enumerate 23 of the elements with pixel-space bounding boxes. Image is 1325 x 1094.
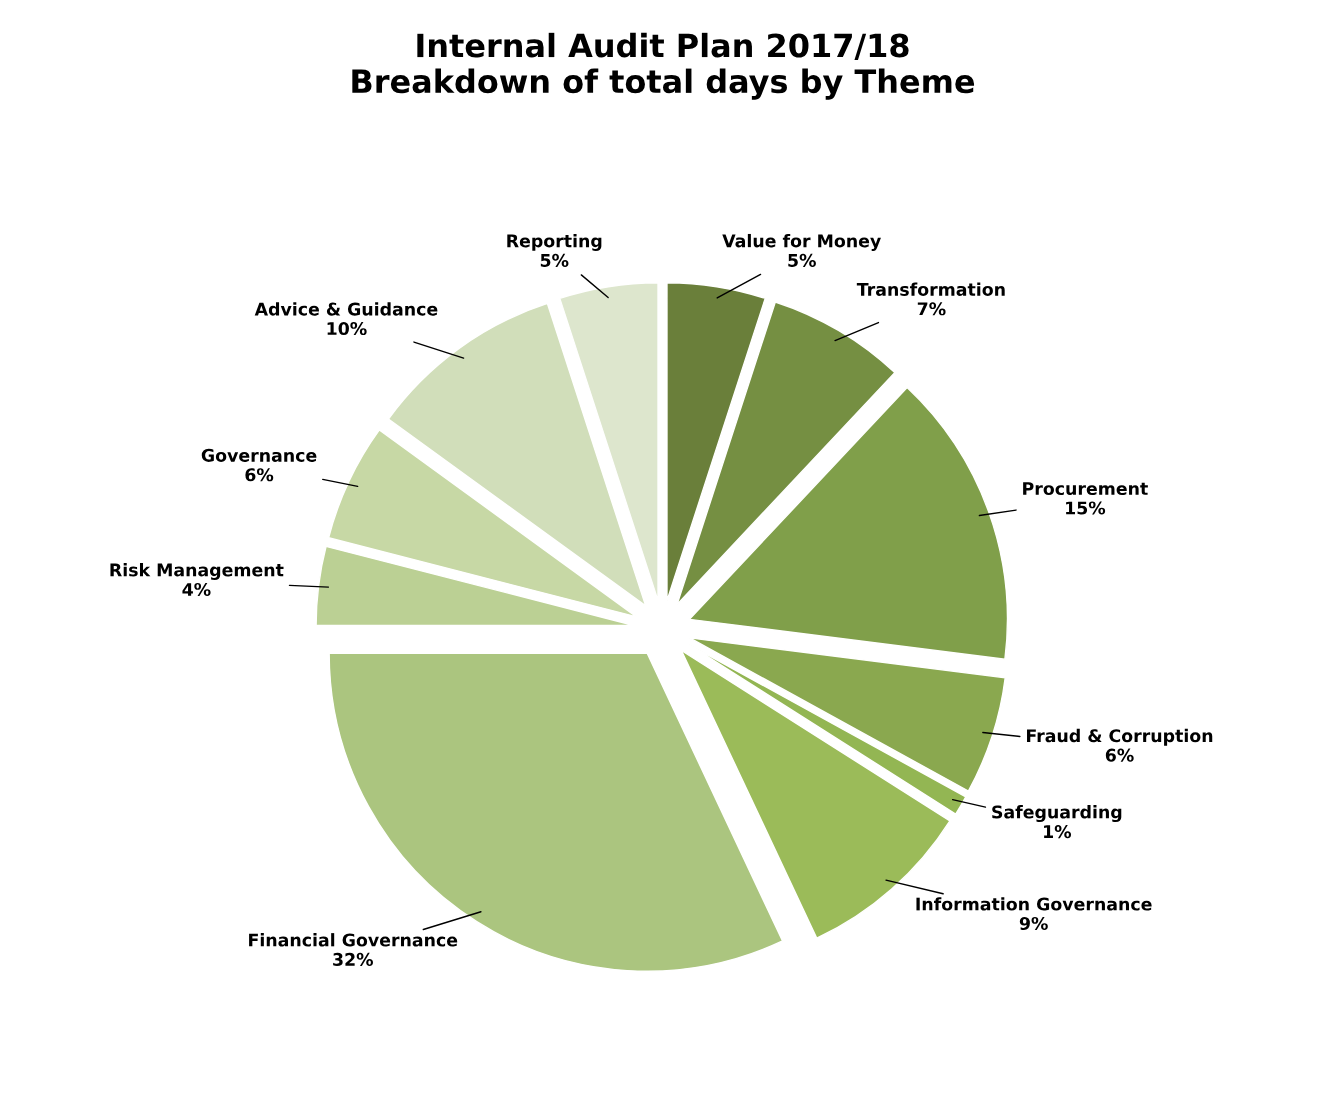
data-label: 5% (540, 253, 569, 267)
data-label: 6% (1105, 748, 1134, 762)
slice-label: Procurement (1023, 482, 1148, 496)
slice-label: Safeguarding (992, 805, 1122, 823)
slice-label: Advice & Guidance (254, 302, 438, 316)
data-label: 7% (917, 302, 946, 316)
slice-label: Value for Money (722, 233, 881, 251)
data-label: 9% (1019, 916, 1048, 931)
slice-label: Information Governance (916, 897, 1152, 911)
slice-label: Reporting (507, 233, 602, 251)
data-label: 6% (245, 468, 274, 482)
slice-label: Governance (201, 448, 317, 462)
data-label: 15% (1066, 501, 1106, 515)
data-label: 5% (788, 253, 816, 267)
slice-label: Transformation (856, 282, 1005, 296)
data-label: 10% (327, 321, 367, 336)
chart-title: Internal Audit Plan 2017/18 Breakdown of total days by Theme (352, 32, 975, 100)
slice-label: Fraud & Corruption (1027, 728, 1213, 746)
slice-label: Financial Governance (249, 933, 458, 947)
data-label: 4% (182, 582, 211, 597)
slice-label: Risk Management (110, 563, 284, 580)
data-label: 32% (333, 952, 373, 966)
data-label: 1% (1044, 824, 1072, 839)
